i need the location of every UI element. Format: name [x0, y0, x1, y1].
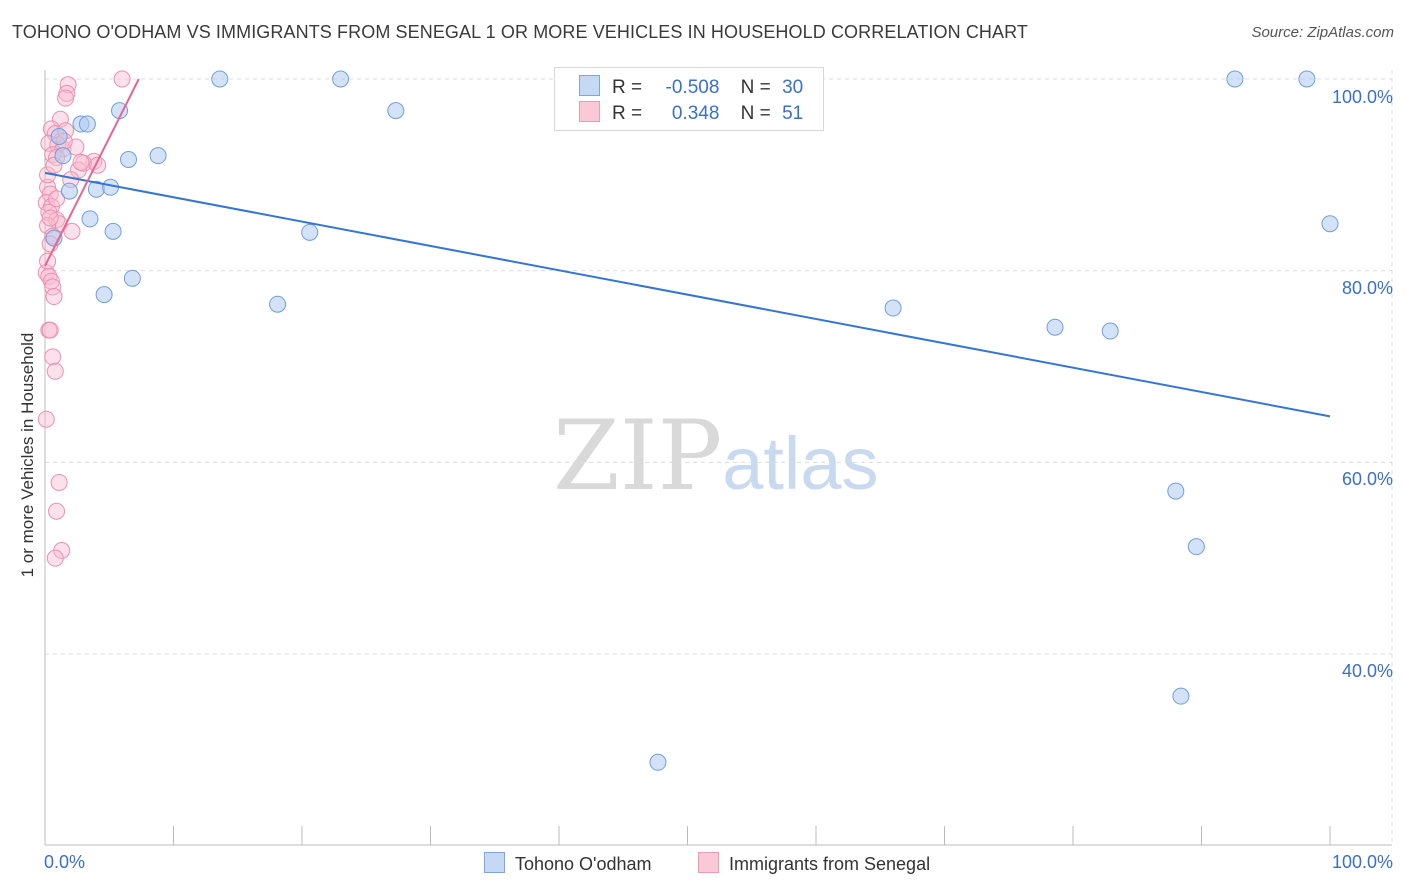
legend-r-value-tohono: -0.508 — [665, 77, 720, 98]
legend-row-tohono: R = -0.508 N = 30 — [579, 75, 803, 101]
point-senegal-1 — [59, 76, 77, 94]
point-senegal-18 — [39, 178, 57, 196]
point-tohono-21 — [884, 299, 902, 317]
trend-line-senegal — [44, 78, 140, 267]
legend-r-label: R = — [612, 77, 643, 98]
chart-title: TOHONO O'ODHAM VS IMMIGRANTS FROM SENEGA… — [12, 22, 1029, 42]
y-tick-label-60: 60.0% — [1341, 469, 1393, 489]
watermark: ZIPatlas — [553, 400, 879, 512]
point-senegal-37 — [46, 362, 64, 380]
point-tohono-14 — [81, 210, 99, 228]
x-tick-label-min: 0.0% — [44, 852, 86, 872]
legend-n-value-tohono: 30 — [782, 77, 804, 98]
point-tohono-7 — [78, 115, 96, 133]
point-senegal-47 — [41, 209, 59, 227]
bottom-legend-tohono: Tohono O'odham — [484, 852, 652, 875]
grid-lines — [45, 70, 1393, 845]
point-senegal-36 — [44, 348, 62, 366]
legend-r-value-senegal: 0.348 — [671, 103, 720, 124]
point-tohono-13 — [60, 182, 78, 200]
point-tohono-28 — [649, 753, 667, 771]
y-tick-label-80: 80.0% — [1341, 278, 1393, 298]
point-senegal-40 — [48, 502, 66, 520]
point-tohono-22 — [1046, 318, 1064, 336]
y-tick-label-40: 40.0% — [1341, 661, 1393, 681]
legend-swatch-senegal — [579, 101, 600, 122]
bottom-legend-swatch-senegal — [698, 852, 719, 873]
point-tohono-24 — [1321, 215, 1339, 233]
point-senegal-33 — [45, 288, 63, 306]
legend-row-senegal: R = 0.348 N = 51 — [579, 101, 803, 127]
legend-swatch-tohono — [579, 75, 600, 96]
legend-n-label: N = — [740, 103, 771, 124]
point-tohono-0 — [211, 70, 229, 88]
point-tohono-15 — [104, 222, 122, 240]
point-tohono-10 — [120, 151, 138, 168]
y-tick-label-100: 100.0% — [1331, 87, 1393, 107]
stats-legend: R = -0.508 N = 30 R = 0.348 N = 51 — [554, 67, 824, 131]
point-tohono-16 — [301, 223, 319, 241]
point-tohono-1 — [332, 70, 350, 88]
point-senegal-49 — [72, 153, 90, 171]
point-senegal-3 — [57, 89, 75, 107]
trend-line-tohono — [44, 171, 1331, 418]
point-tohono-3 — [1298, 70, 1316, 88]
point-senegal-35 — [41, 321, 59, 339]
watermark-atlas: atlas — [722, 422, 879, 505]
source-label: Source: ZipAtlas.com — [1251, 24, 1394, 41]
point-tohono-8 — [149, 147, 167, 165]
point-tohono-2 — [1226, 70, 1244, 88]
point-tohono-29 — [50, 128, 68, 145]
legend-r-label: R = — [612, 103, 643, 124]
bottom-legend-senegal: Immigrants from Senegal — [698, 852, 930, 875]
legend-n-value-senegal: 51 — [782, 103, 804, 124]
trend-lines — [44, 78, 1331, 418]
legend-n-label: N = — [740, 77, 771, 98]
point-tohono-9 — [54, 147, 72, 165]
point-senegal-39 — [50, 473, 68, 491]
point-tohono-23 — [1101, 322, 1119, 340]
point-senegal-38 — [37, 410, 55, 428]
bottom-legend-swatch-tohono — [484, 852, 505, 873]
bottom-legend-label-senegal: Immigrants from Senegal — [729, 854, 931, 874]
point-tohono-19 — [95, 286, 113, 304]
point-tohono-25 — [1167, 482, 1185, 500]
point-senegal-42 — [46, 549, 64, 567]
data-points — [37, 70, 1339, 771]
point-senegal-26 — [63, 222, 81, 240]
watermark-zip: ZIP — [553, 400, 723, 512]
point-senegal-0 — [113, 70, 131, 88]
x-tick-label-max: 100.0% — [1331, 852, 1393, 872]
point-tohono-18 — [123, 269, 141, 287]
bottom-legend-label-tohono: Tohono O'odham — [515, 854, 652, 874]
x-axis — [44, 70, 1392, 846]
point-tohono-27 — [1172, 687, 1190, 705]
point-tohono-5 — [387, 102, 405, 120]
point-senegal-48 — [48, 190, 66, 208]
point-tohono-26 — [1187, 538, 1205, 556]
point-senegal-30 — [40, 267, 58, 285]
point-tohono-20 — [269, 295, 287, 313]
